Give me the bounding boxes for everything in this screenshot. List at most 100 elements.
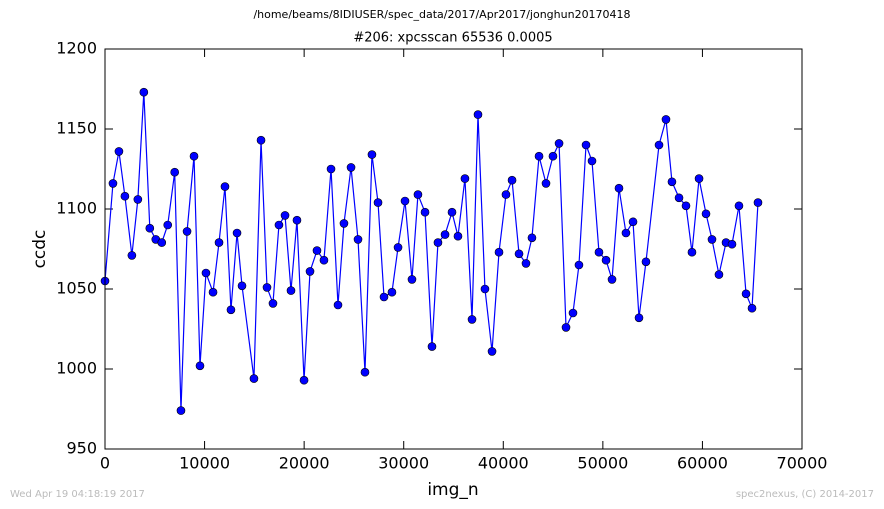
data-point	[326, 164, 336, 174]
data-point	[312, 246, 322, 255]
data-point	[681, 201, 691, 211]
data-point	[195, 361, 205, 371]
data-point	[182, 227, 192, 236]
data-point	[741, 289, 751, 299]
data-point	[554, 139, 564, 148]
data-point	[237, 281, 247, 291]
x-tick-label: 60000	[677, 454, 728, 473]
y-tick-label: 1100	[56, 199, 97, 218]
data-point	[574, 260, 584, 270]
data-point	[494, 247, 504, 257]
data-point	[333, 300, 343, 310]
y-tick-label: 1000	[56, 359, 97, 378]
data-point	[534, 151, 544, 161]
data-point	[393, 243, 403, 252]
footer-right: spec2nexus, (C) 2014-2017	[736, 489, 874, 500]
data-point	[467, 315, 477, 324]
y-tick-label: 1050	[56, 279, 97, 298]
x-tick-label: 70000	[777, 454, 828, 473]
data-point	[674, 193, 684, 203]
data-point	[226, 305, 236, 315]
data-point	[157, 238, 167, 247]
data-point	[487, 347, 497, 356]
data-point	[607, 275, 617, 284]
data-point	[163, 220, 173, 230]
data-point	[480, 284, 490, 294]
y-tick-label: 950	[66, 439, 97, 458]
data-point	[220, 182, 230, 191]
x-tick-label: 0	[100, 454, 110, 473]
data-point	[541, 179, 551, 188]
data-point	[319, 255, 329, 265]
data-point	[440, 230, 450, 239]
suptitle: /home/beams/8IDIUSER/spec_data/2017/Apr2…	[253, 8, 630, 21]
data-point	[407, 275, 417, 284]
data-point	[387, 287, 397, 297]
data-point	[268, 299, 278, 308]
data-point	[734, 201, 744, 211]
data-point	[433, 238, 443, 247]
data-point	[114, 147, 124, 156]
data-point	[373, 198, 383, 207]
data-point	[661, 115, 671, 124]
data-point	[427, 342, 437, 351]
data-point	[379, 292, 389, 302]
data-point	[127, 251, 137, 260]
data-point	[621, 228, 631, 238]
data-point	[667, 177, 677, 187]
data-point	[214, 238, 224, 247]
footer-left: Wed Apr 19 04:18:19 2017	[10, 489, 145, 500]
data-point	[189, 151, 199, 161]
data-point	[634, 313, 644, 323]
data-point	[614, 183, 624, 193]
data-point	[133, 195, 143, 204]
data-point	[249, 374, 259, 383]
data-point	[413, 190, 423, 199]
data-point	[753, 198, 763, 207]
data-point	[714, 270, 724, 279]
data-point	[548, 151, 558, 161]
data-point	[687, 247, 697, 257]
data-point	[292, 215, 302, 225]
data-point	[339, 219, 349, 228]
data-point	[594, 247, 604, 257]
data-point	[256, 135, 266, 145]
chart-title: #206: xpcsscan 65536 0.0005	[353, 31, 552, 46]
data-point	[420, 207, 430, 217]
data-point	[367, 150, 377, 159]
x-tick-label: 10000	[179, 454, 230, 473]
data-point	[201, 268, 211, 278]
x-tick-label: 20000	[279, 454, 330, 473]
data-point	[170, 167, 179, 177]
data-point	[286, 286, 296, 295]
y-tick-label: 1150	[56, 119, 97, 138]
data-point	[305, 267, 315, 276]
data-point	[139, 87, 149, 97]
data-point	[473, 110, 483, 119]
data-point	[527, 233, 537, 243]
data-point	[628, 217, 638, 227]
data-point	[280, 211, 290, 220]
y-tick-label: 1200	[56, 39, 97, 58]
data-point	[176, 406, 186, 415]
data-point	[587, 156, 597, 166]
data-point	[654, 140, 664, 150]
data-point	[353, 235, 363, 244]
data-point	[346, 163, 356, 172]
data-point	[581, 140, 591, 150]
data-point	[561, 323, 571, 332]
data-point	[447, 207, 457, 217]
data-point	[701, 209, 711, 219]
data-point	[400, 196, 410, 206]
data-point	[747, 303, 757, 313]
x-tick-label: 50000	[577, 454, 628, 473]
data-point	[641, 257, 651, 267]
data-point	[108, 179, 118, 188]
data-point	[727, 239, 737, 249]
data-point	[514, 249, 524, 259]
data-point	[601, 255, 611, 265]
data-point	[460, 174, 470, 183]
data-point	[262, 283, 272, 292]
data-point	[232, 228, 242, 238]
